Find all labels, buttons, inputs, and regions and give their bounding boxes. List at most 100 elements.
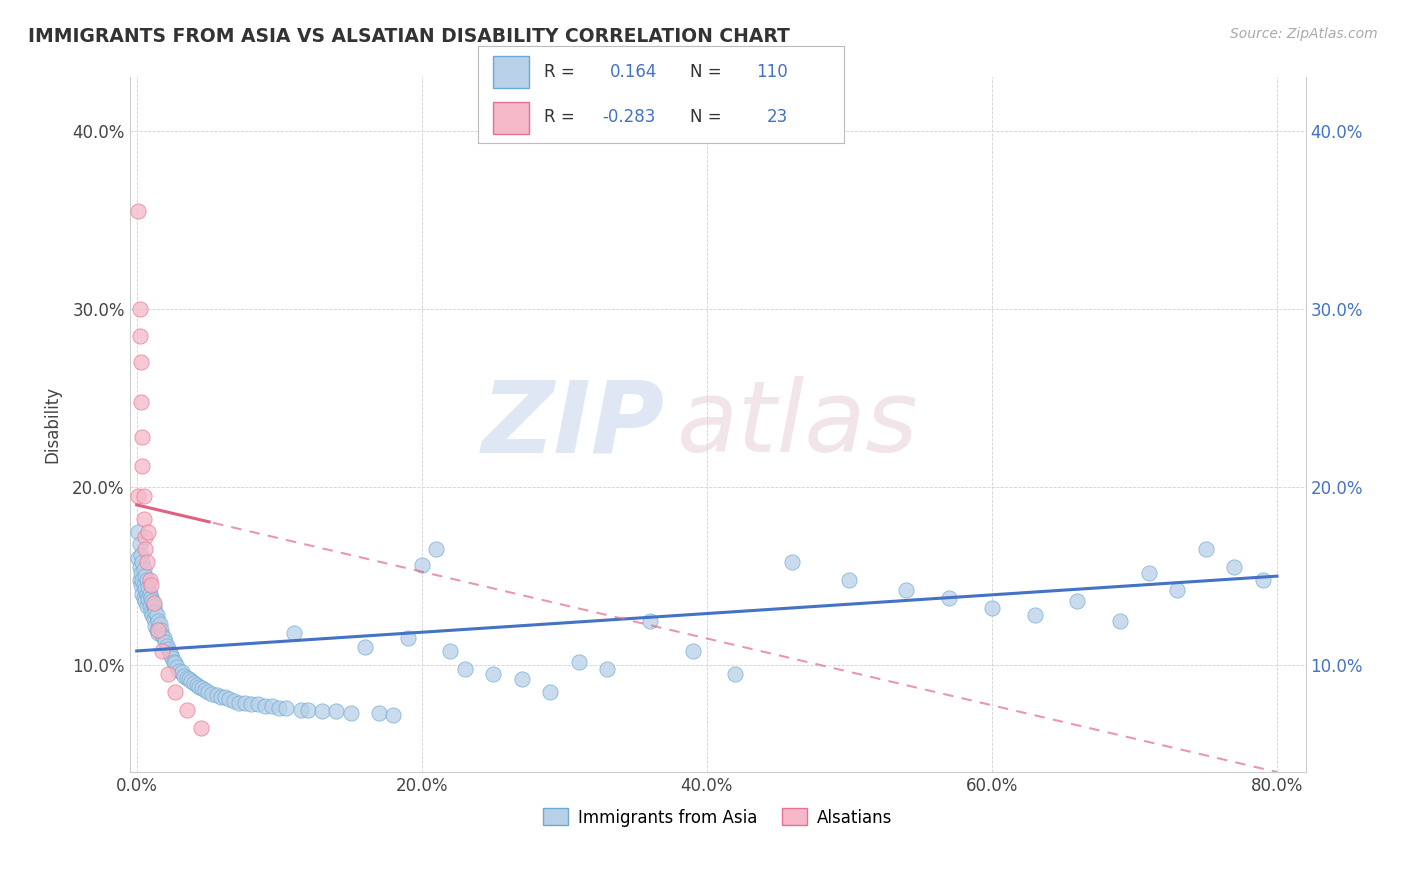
Point <box>172 665 194 680</box>
Text: N =: N = <box>690 63 721 81</box>
Point <box>128 537 150 551</box>
Point <box>157 642 180 657</box>
Point <box>186 678 208 692</box>
Point <box>128 301 150 316</box>
Point <box>191 681 214 696</box>
Point <box>143 619 166 633</box>
Point <box>129 548 152 562</box>
Point <box>142 612 165 626</box>
Point <box>638 614 661 628</box>
Text: -0.283: -0.283 <box>602 108 655 126</box>
Point <box>283 626 305 640</box>
Text: IMMIGRANTS FROM ASIA VS ALSATIAN DISABILITY CORRELATION CHART: IMMIGRANTS FROM ASIA VS ALSATIAN DISABIL… <box>28 27 790 45</box>
Point <box>165 685 187 699</box>
Text: R =: R = <box>544 108 575 126</box>
Point <box>311 705 333 719</box>
Point <box>159 646 181 660</box>
Point <box>128 328 150 343</box>
Point <box>138 587 160 601</box>
Point <box>896 583 918 598</box>
Point <box>127 204 149 219</box>
Point <box>724 667 747 681</box>
Point <box>134 569 156 583</box>
Point <box>682 644 704 658</box>
Point <box>134 542 156 557</box>
Point <box>132 562 155 576</box>
Point <box>128 560 150 574</box>
Point <box>194 683 217 698</box>
Point <box>146 614 169 628</box>
Point <box>139 578 162 592</box>
Point <box>148 617 170 632</box>
Point <box>179 673 201 687</box>
Point <box>510 673 533 687</box>
Point <box>1223 560 1246 574</box>
Point <box>136 592 159 607</box>
Point <box>838 573 860 587</box>
Point <box>1066 594 1088 608</box>
Point <box>166 660 188 674</box>
Point <box>188 680 211 694</box>
Text: N =: N = <box>690 108 721 126</box>
Point <box>1195 542 1218 557</box>
Point <box>353 640 375 655</box>
Point <box>1166 583 1188 598</box>
Point <box>136 580 159 594</box>
Point <box>127 551 149 566</box>
FancyBboxPatch shape <box>492 56 529 87</box>
Point <box>183 676 205 690</box>
Point <box>146 623 169 637</box>
Point <box>165 657 187 671</box>
Point <box>129 578 152 592</box>
Point <box>205 689 228 703</box>
Point <box>141 594 163 608</box>
Point <box>149 623 172 637</box>
Point <box>135 555 157 569</box>
Point <box>396 632 419 646</box>
Point <box>141 608 163 623</box>
Point <box>233 696 256 710</box>
Point <box>368 706 391 721</box>
Point <box>176 671 198 685</box>
Point <box>253 699 276 714</box>
Point <box>297 703 319 717</box>
Point <box>325 705 347 719</box>
Point <box>239 698 262 712</box>
Point <box>160 648 183 662</box>
Point <box>142 596 165 610</box>
Point <box>150 644 173 658</box>
Point <box>173 669 195 683</box>
Text: ZIP: ZIP <box>482 376 665 474</box>
Point <box>145 623 167 637</box>
Point <box>129 566 152 580</box>
Point <box>180 674 202 689</box>
Point <box>127 524 149 539</box>
Point <box>1109 614 1132 628</box>
Legend: Immigrants from Asia, Alsatians: Immigrants from Asia, Alsatians <box>536 802 898 833</box>
Point <box>131 430 153 444</box>
Point <box>138 599 160 614</box>
Point <box>276 701 298 715</box>
Point <box>131 555 153 569</box>
Point <box>127 489 149 503</box>
Point <box>938 591 960 605</box>
Point <box>482 667 505 681</box>
Point <box>197 685 219 699</box>
Point <box>153 632 176 646</box>
Point <box>131 587 153 601</box>
Point <box>138 573 160 587</box>
Point <box>453 662 475 676</box>
Point <box>129 394 152 409</box>
Point <box>538 685 561 699</box>
Point <box>132 489 155 503</box>
Point <box>1024 608 1046 623</box>
Point <box>439 644 461 658</box>
Point <box>228 696 250 710</box>
Point <box>339 706 361 721</box>
Point <box>218 692 240 706</box>
Point <box>132 591 155 605</box>
Point <box>132 512 155 526</box>
Point <box>128 573 150 587</box>
Point <box>136 524 159 539</box>
Text: R =: R = <box>544 63 575 81</box>
